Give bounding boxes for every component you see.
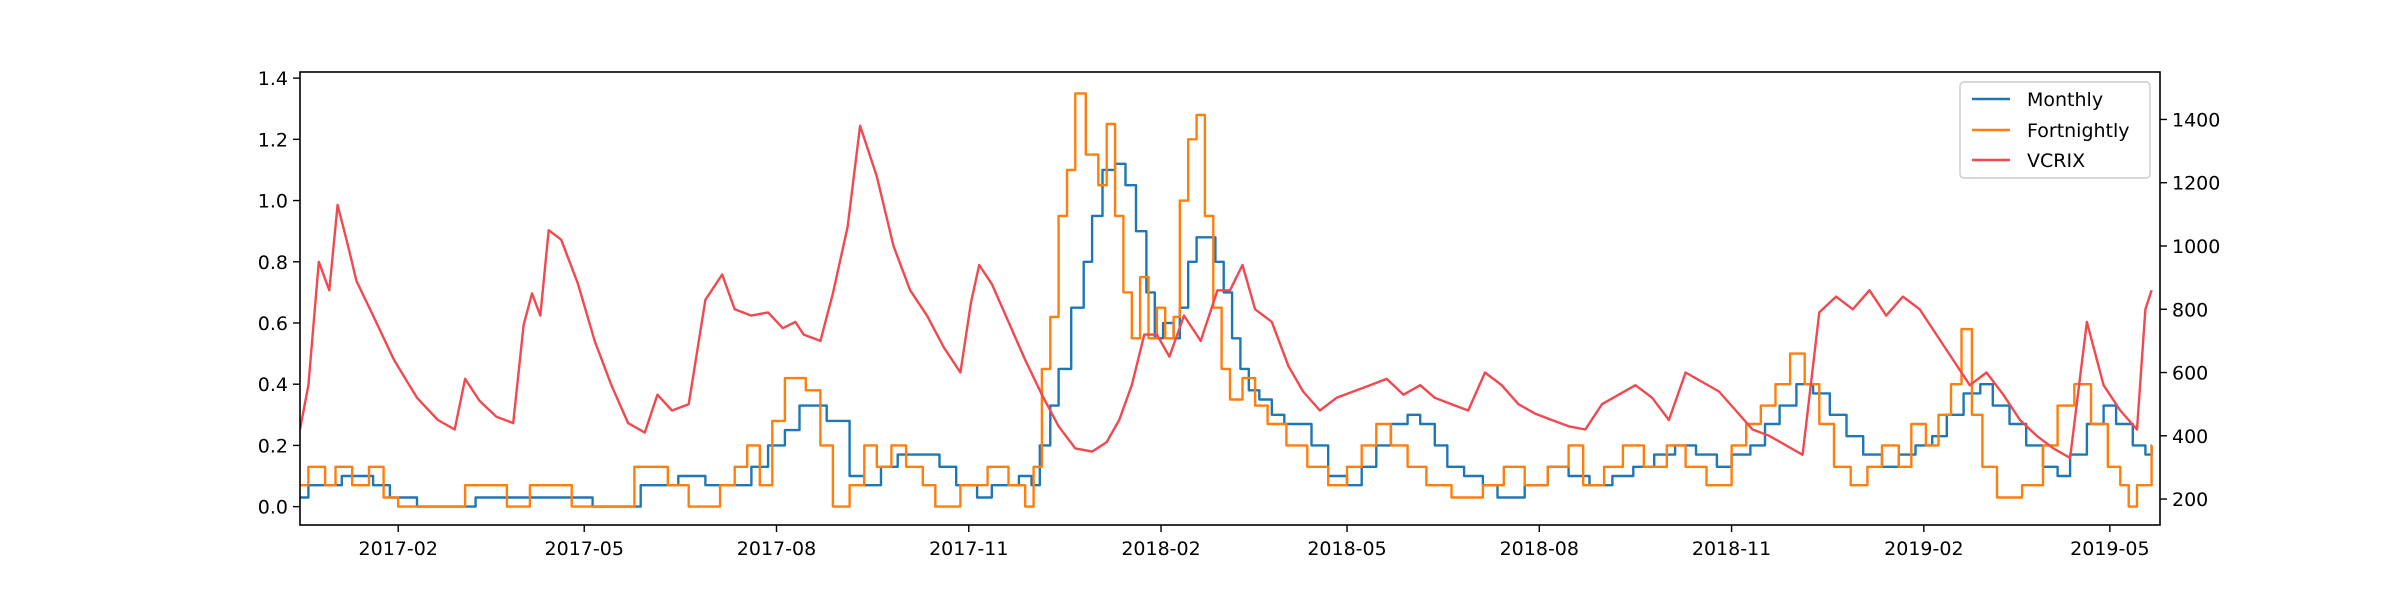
y-right-tick-label: 1200 bbox=[2172, 173, 2220, 195]
x-tick-label: 2017-05 bbox=[545, 538, 624, 560]
x-tick-label: 2019-02 bbox=[1884, 538, 1963, 560]
legend-label-fortnightly: Fortnightly bbox=[2027, 120, 2130, 142]
x-tick-label: 2018-05 bbox=[1307, 538, 1386, 560]
x-tick-label: 2018-08 bbox=[1500, 538, 1579, 560]
y-axis-right: 200 400 600 800 1000 1200 1400 bbox=[2160, 109, 2220, 511]
legend-label-monthly: Monthly bbox=[2027, 89, 2103, 111]
legend-box bbox=[1959, 81, 2151, 179]
x-axis: 2017-02 2017-05 2017-08 2017-11 2018-02 2018-… bbox=[359, 525, 2150, 560]
x-tick-label: 2017-11 bbox=[929, 538, 1008, 560]
x-tick-label: 2017-08 bbox=[737, 538, 816, 560]
series-line-monthly bbox=[300, 162, 2153, 508]
y-left-tick-label: 0.2 bbox=[258, 435, 288, 457]
y-axis-left: 0.0 0.2 0.4 0.6 0.8 1.0 1.2 1.4 bbox=[258, 68, 300, 519]
y-left-tick-label: 0.6 bbox=[258, 313, 288, 335]
legend: Monthly Fortnightly VCRIX bbox=[1959, 81, 2151, 179]
y-left-tick-label: 0.4 bbox=[258, 374, 288, 396]
series-layer bbox=[300, 92, 2153, 508]
y-left-tick-label: 1.4 bbox=[258, 68, 288, 90]
x-tick-label: 2018-02 bbox=[1121, 538, 1200, 560]
plot-frame bbox=[299, 71, 2161, 526]
y-right-tick-label: 600 bbox=[2172, 363, 2208, 385]
y-right-tick-label: 200 bbox=[2172, 489, 2208, 511]
y-left-tick-label: 0.0 bbox=[258, 497, 288, 519]
x-tick-label: 2019-05 bbox=[2070, 538, 2149, 560]
legend-label-vcrix: VCRIX bbox=[2027, 150, 2085, 172]
x-tick-label: 2018-11 bbox=[1692, 538, 1771, 560]
series-line-fortnightly bbox=[300, 92, 2153, 508]
series-line-vcrix bbox=[300, 124, 2153, 460]
y-left-tick-label: 0.8 bbox=[258, 252, 288, 274]
y-left-tick-label: 1.0 bbox=[258, 191, 288, 213]
y-left-tick-label: 1.2 bbox=[258, 129, 288, 151]
y-right-tick-label: 1000 bbox=[2172, 236, 2220, 258]
x-tick-label: 2017-02 bbox=[359, 538, 438, 560]
y-right-tick-label: 400 bbox=[2172, 426, 2208, 448]
y-right-tick-label: 800 bbox=[2172, 299, 2208, 321]
y-right-tick-label: 1400 bbox=[2172, 109, 2220, 131]
